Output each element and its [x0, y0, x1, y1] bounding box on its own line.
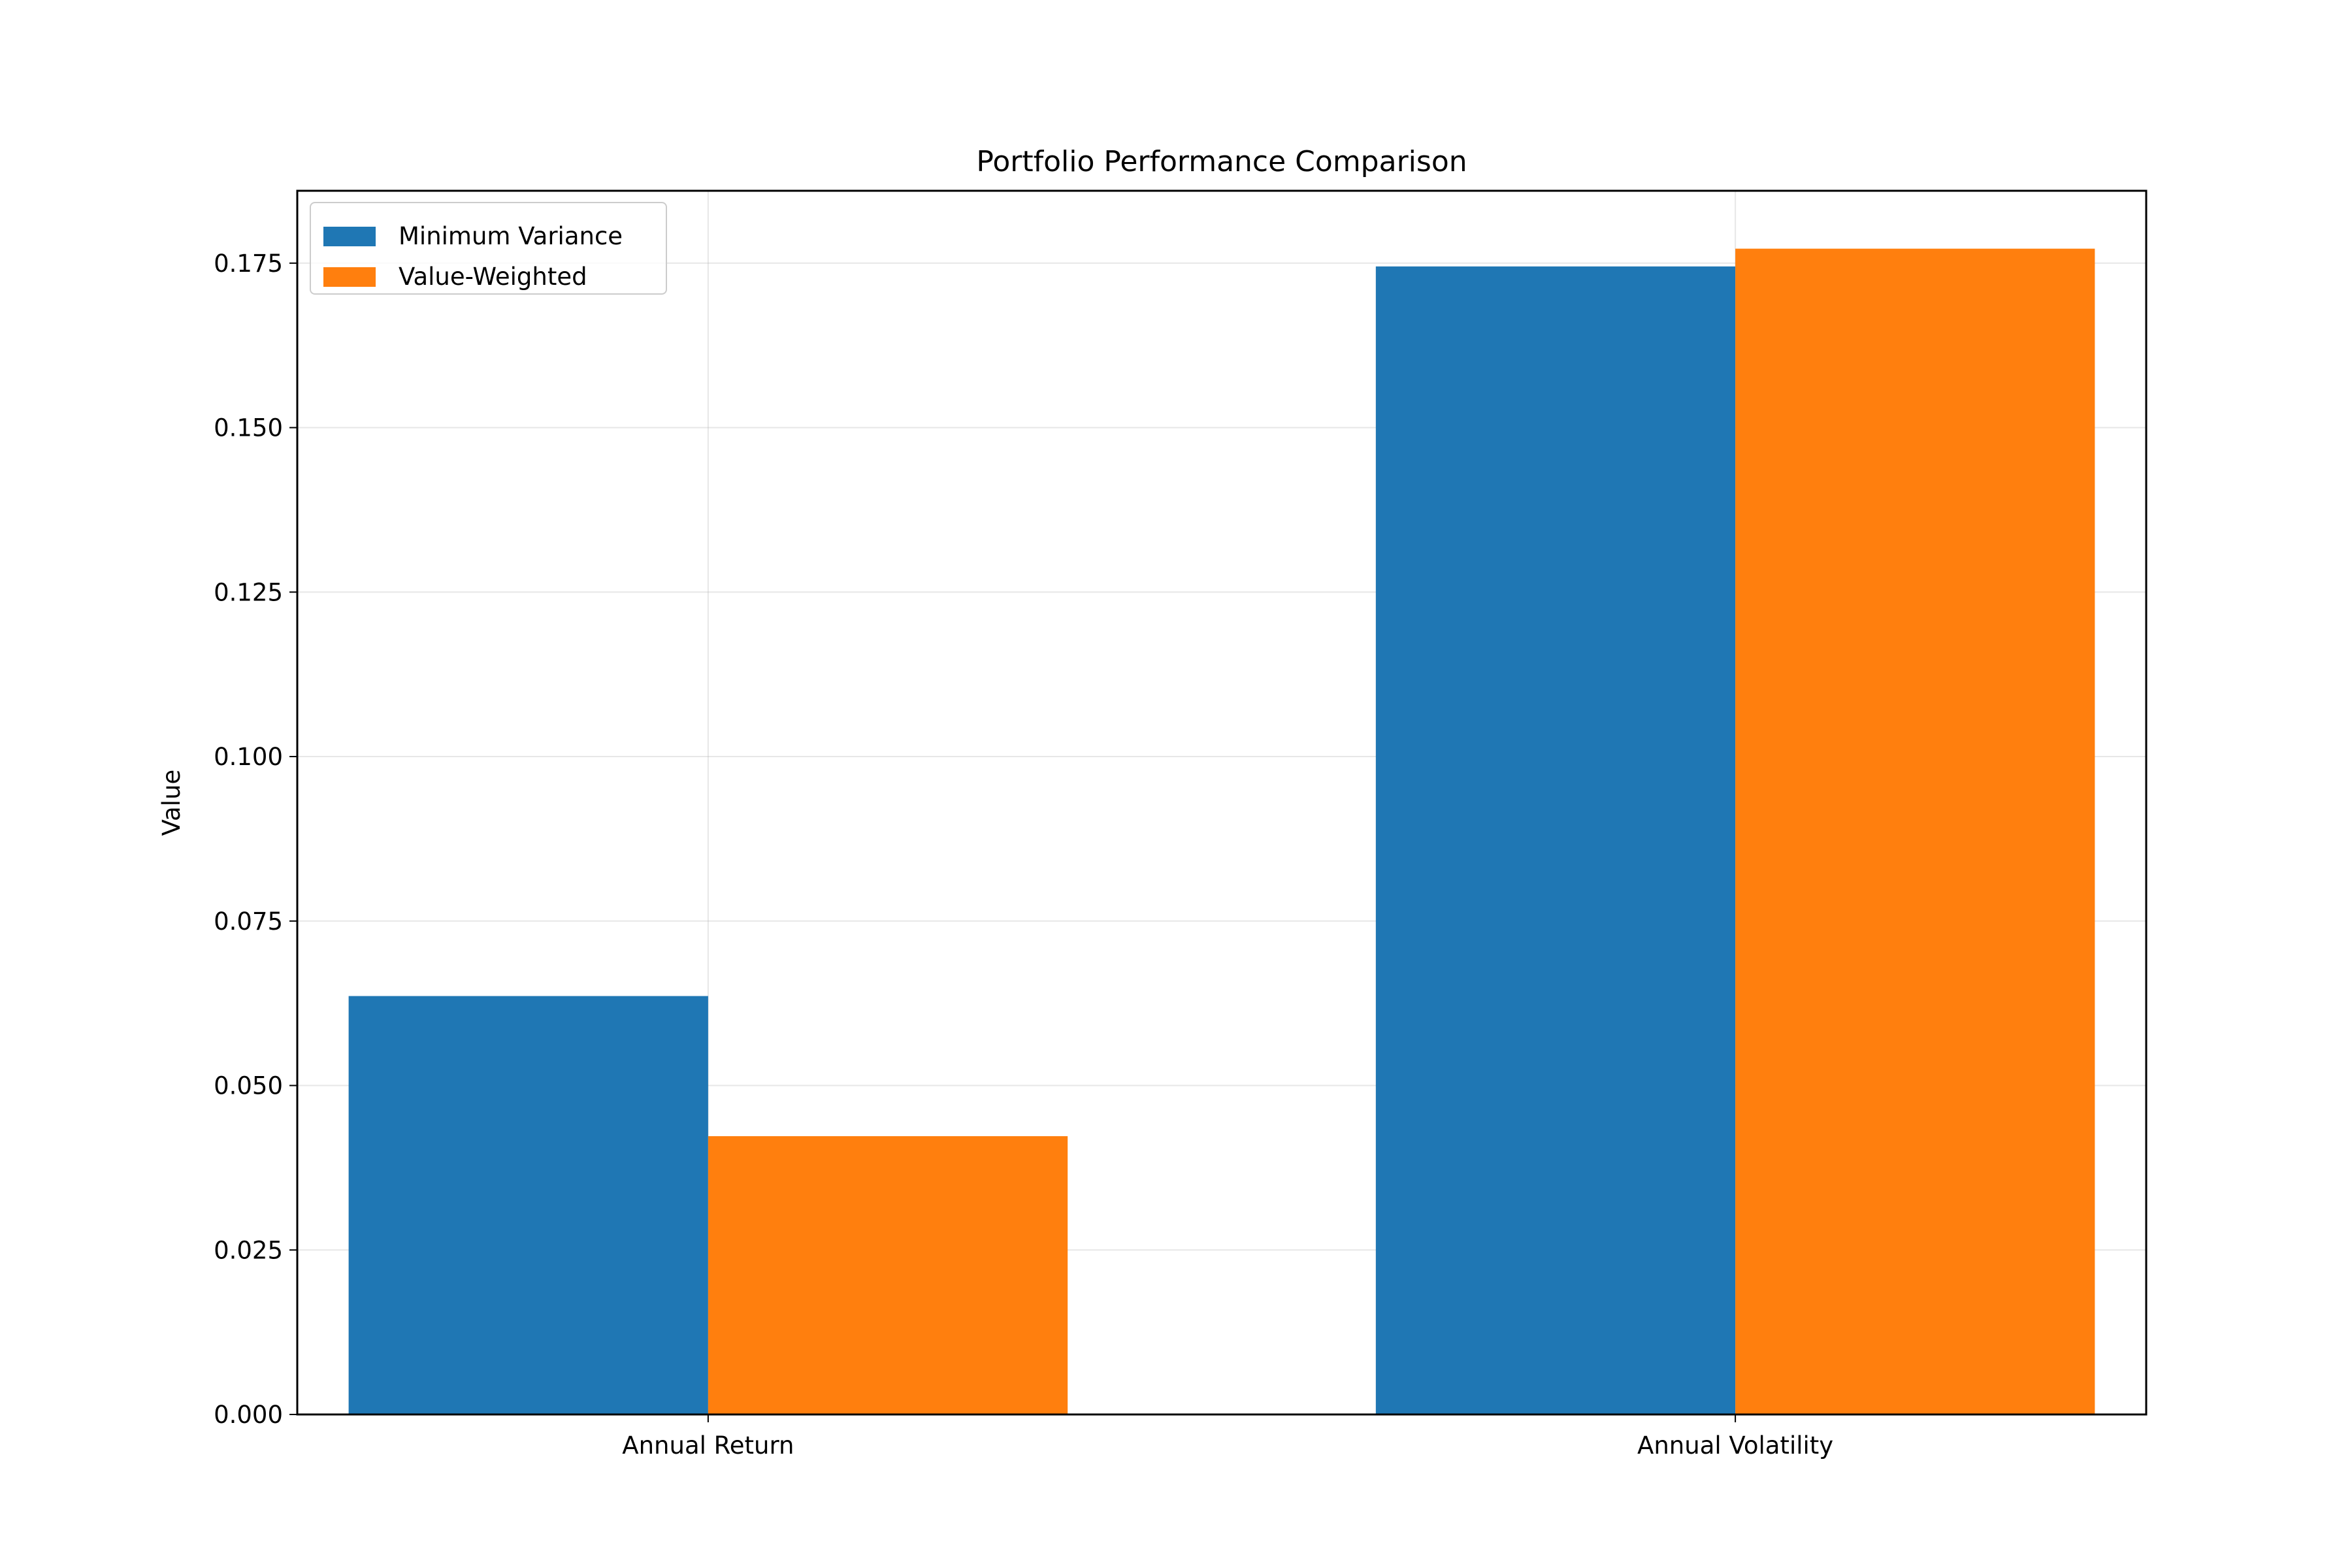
y-tick-label: 0.150: [214, 414, 283, 442]
x-tick-label: Annual Volatility: [1637, 1431, 1833, 1460]
y-tick-label: 0.050: [214, 1072, 283, 1100]
legend-box: [310, 202, 667, 295]
y-axis: 0.000 0.025 0.050 0.075 0.100 0.125 0.150 0.175: [214, 250, 297, 1429]
legend: Minimum Variance Value-Weighted: [310, 202, 667, 295]
legend-label: Value-Weighted: [399, 263, 587, 291]
y-tick-label: 0.125: [214, 578, 283, 606]
legend-swatch: [323, 227, 376, 246]
y-tick-label: 0.025: [214, 1236, 283, 1264]
plot-frame: [296, 189, 2148, 1416]
bar-minimum-variance-1: [1375, 266, 1736, 1415]
legend-swatch: [323, 267, 376, 287]
bar-value-weighted-1: [1735, 248, 2095, 1415]
bar-minimum-variance-0: [348, 996, 708, 1414]
y-tick-label: 0.100: [214, 743, 283, 771]
chart-title: Portfolio Performance Comparison: [976, 145, 1467, 178]
x-axis: Annual Return Annual Volatility: [622, 1414, 1833, 1460]
y-tick-label: 0.000: [214, 1401, 283, 1429]
y-tick-label: 0.075: [214, 907, 283, 936]
y-tick-label: 0.175: [214, 250, 283, 278]
x-tick-label: Annual Return: [622, 1431, 794, 1460]
legend-label: Minimum Variance: [399, 222, 623, 250]
bar-value-weighted-0: [708, 1136, 1068, 1414]
y-axis-label: Value: [157, 770, 186, 836]
bars-layer: [348, 248, 2095, 1415]
